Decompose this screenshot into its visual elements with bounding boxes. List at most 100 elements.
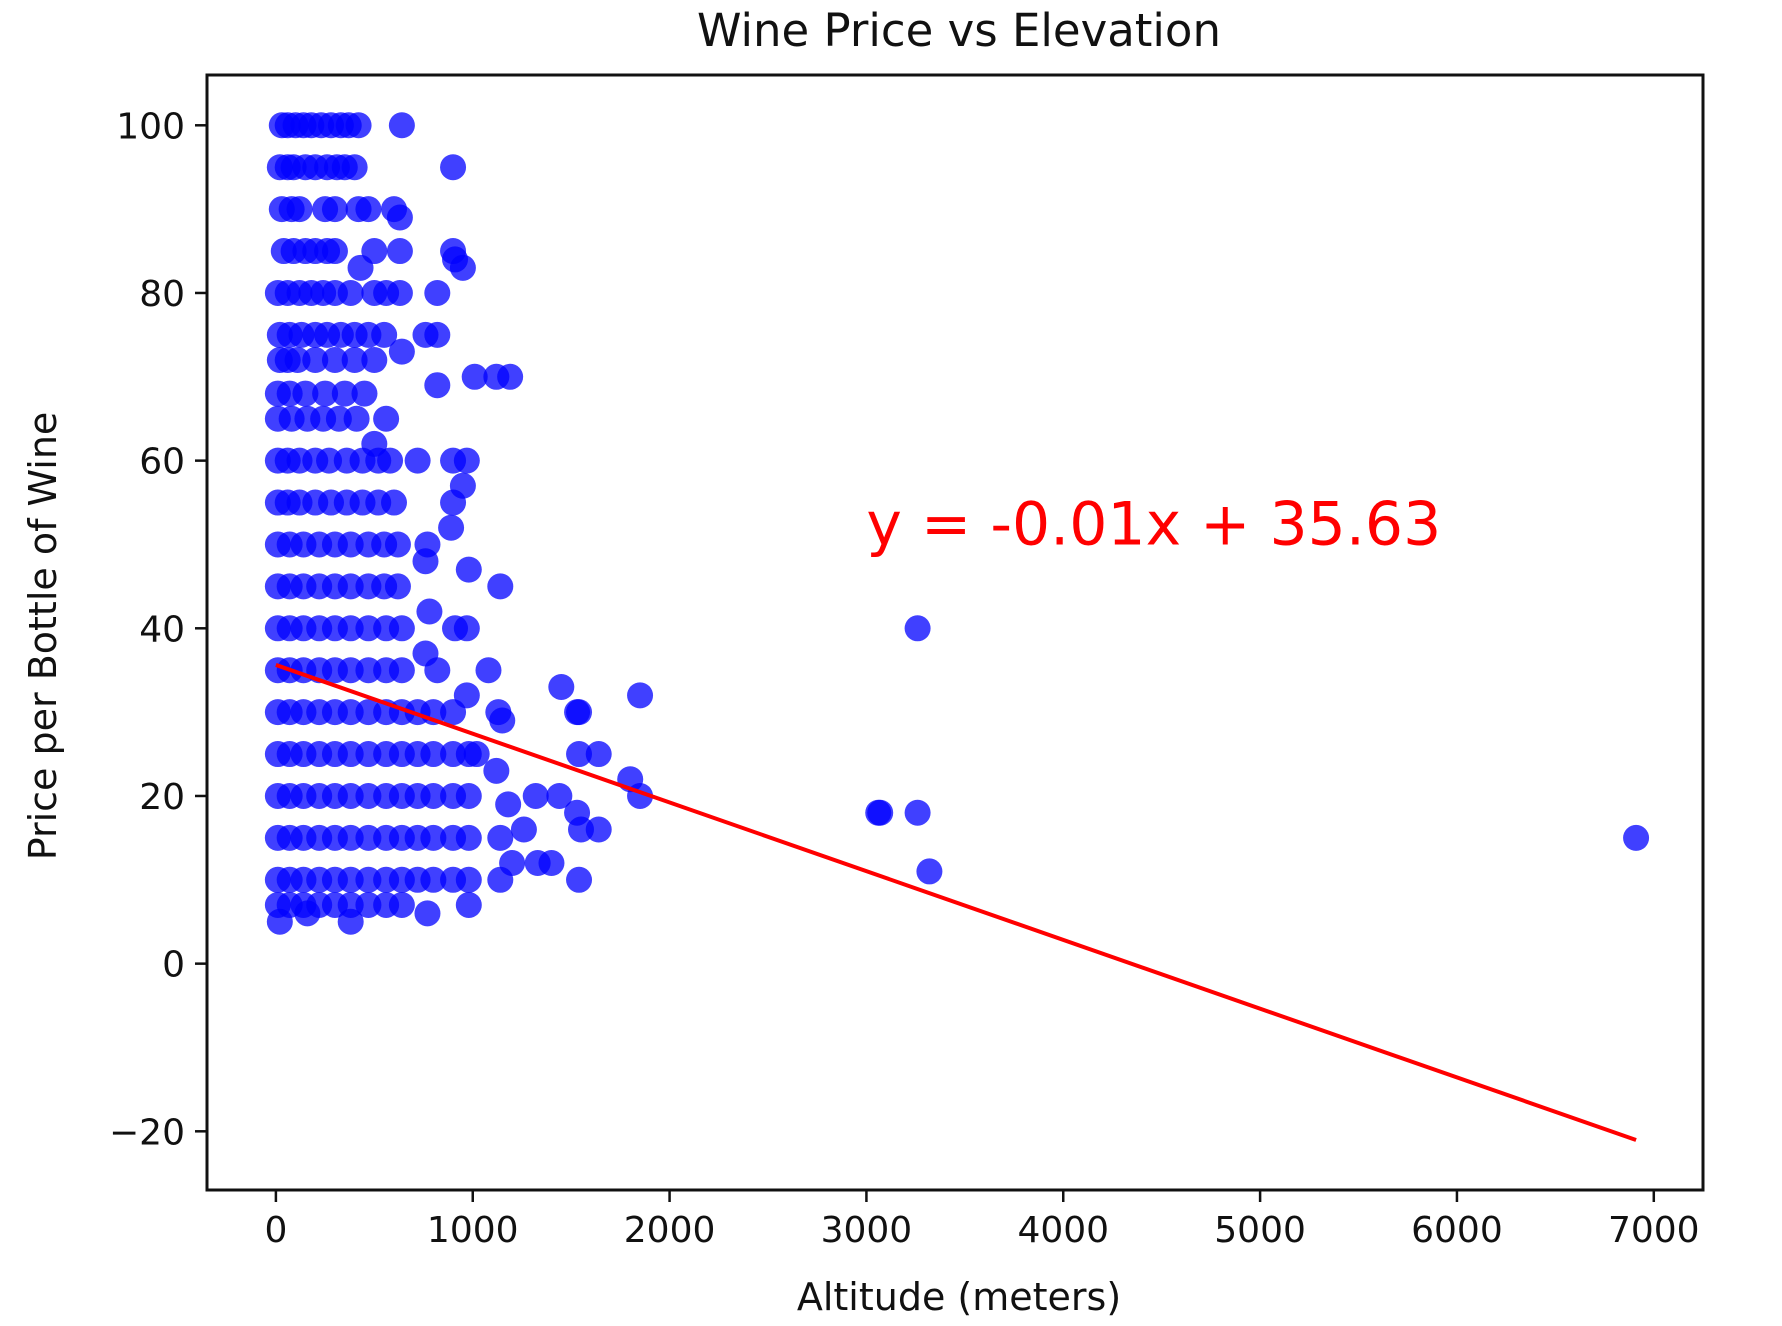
data-point <box>331 380 358 407</box>
data-point <box>489 707 516 734</box>
x-tick-label: 0 <box>264 1210 287 1251</box>
data-point <box>566 699 593 726</box>
plot-area-frame <box>205 73 1705 1192</box>
x-tick-label: 2000 <box>624 1210 716 1251</box>
x-tick-label: 1000 <box>427 1210 519 1251</box>
data-point <box>420 866 447 893</box>
chart-title: Wine Price vs Elevation <box>697 4 1221 57</box>
data-point <box>294 900 321 927</box>
data-point <box>321 347 348 374</box>
data-point <box>424 279 451 306</box>
data-point <box>566 866 593 893</box>
data-point <box>345 112 372 139</box>
regression-line-layer <box>275 663 1637 1142</box>
data-point <box>463 741 490 768</box>
data-point <box>548 673 575 700</box>
x-tick-label: 7000 <box>1608 1210 1700 1251</box>
data-point <box>365 447 392 474</box>
data-point <box>337 279 364 306</box>
x-tick-label: 3000 <box>821 1210 913 1251</box>
data-point <box>343 405 370 432</box>
data-point <box>497 363 524 390</box>
data-point <box>386 204 413 231</box>
data-point <box>453 615 480 642</box>
regression-line <box>275 663 1637 1142</box>
data-point <box>438 514 465 541</box>
x-tick-label: 6000 <box>1411 1210 1503 1251</box>
y-tick-label: −20 <box>109 1112 185 1153</box>
data-point <box>495 791 522 818</box>
data-point <box>412 548 439 575</box>
data-point <box>449 254 476 281</box>
y-tick-label: 60 <box>139 442 185 483</box>
data-point <box>286 196 313 223</box>
x-axis-title: Altitude (meters) <box>797 1275 1121 1319</box>
data-point <box>388 657 415 684</box>
data-point <box>585 816 612 843</box>
data-point <box>1623 824 1650 851</box>
data-point <box>440 154 467 181</box>
data-point <box>373 405 400 432</box>
points-layer <box>264 112 1650 935</box>
x-tick-label: 4000 <box>1017 1210 1109 1251</box>
data-point <box>455 824 482 851</box>
data-point <box>341 154 368 181</box>
data-point <box>404 447 431 474</box>
data-point <box>449 472 476 499</box>
data-point <box>455 866 482 893</box>
data-point <box>292 380 319 407</box>
x-tick-label: 5000 <box>1214 1210 1306 1251</box>
x-axis-ticks: 0 1000 2000 3000 4000 5000 6000 7000 <box>264 1190 1700 1251</box>
data-point <box>384 573 411 600</box>
data-point <box>487 824 514 851</box>
data-point <box>414 900 441 927</box>
data-point <box>321 238 348 265</box>
data-point <box>355 196 382 223</box>
data-point <box>420 741 447 768</box>
data-point <box>904 799 931 826</box>
data-point <box>424 372 451 399</box>
data-point <box>424 657 451 684</box>
data-point <box>371 321 398 348</box>
data-point <box>499 850 526 877</box>
data-point <box>388 112 415 139</box>
data-point <box>312 380 339 407</box>
data-point <box>453 682 480 709</box>
data-point <box>337 908 364 935</box>
y-tick-label: 20 <box>139 777 185 818</box>
data-point <box>416 598 443 625</box>
regression-equation: y = -0.01x + 35.63 <box>866 489 1441 559</box>
data-point <box>420 824 447 851</box>
data-point <box>424 321 451 348</box>
data-point <box>321 196 348 223</box>
data-point <box>420 782 447 809</box>
data-point <box>522 782 549 809</box>
y-tick-label: 0 <box>162 945 185 986</box>
data-point <box>627 682 654 709</box>
data-point <box>487 573 514 600</box>
data-point <box>867 799 894 826</box>
data-point <box>386 279 413 306</box>
data-point <box>388 615 415 642</box>
data-point <box>455 556 482 583</box>
data-point <box>361 347 388 374</box>
data-point <box>510 816 537 843</box>
data-point <box>475 657 502 684</box>
data-point <box>455 782 482 809</box>
y-axis-ticks: −20 0 20 40 60 80 100 <box>109 106 207 1153</box>
data-point <box>388 891 415 918</box>
data-point <box>386 238 413 265</box>
data-point <box>546 782 573 809</box>
data-point <box>566 741 593 768</box>
y-tick-label: 100 <box>116 106 185 147</box>
data-point <box>461 363 488 390</box>
data-point <box>538 850 565 877</box>
y-axis-title: Price per Bottle of Wine <box>21 412 65 861</box>
data-point <box>483 757 510 784</box>
data-point <box>384 531 411 558</box>
data-point <box>351 380 378 407</box>
data-point <box>455 891 482 918</box>
y-tick-label: 80 <box>139 274 185 315</box>
y-tick-label: 40 <box>139 609 185 650</box>
